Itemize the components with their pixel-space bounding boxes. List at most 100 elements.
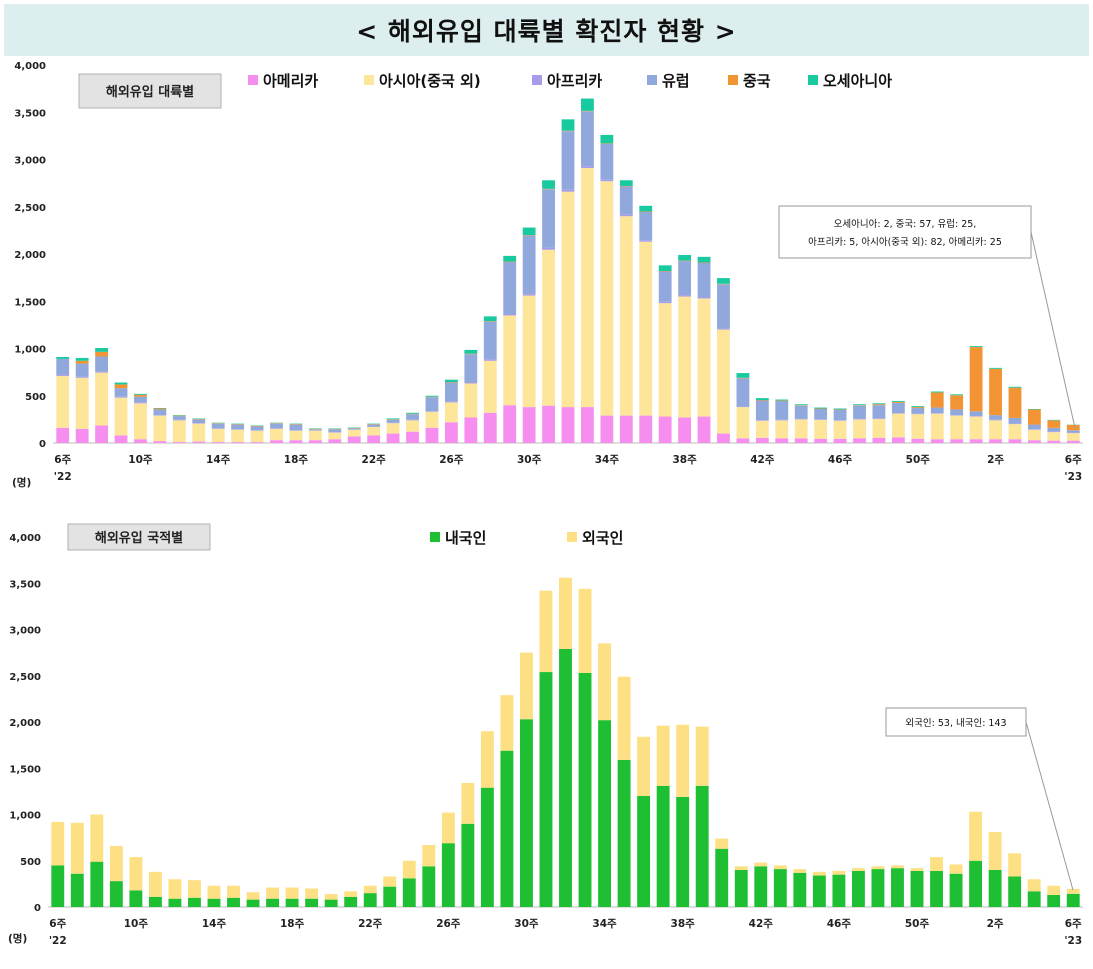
bar-segment-foreign bbox=[246, 892, 260, 900]
bar-segment-foreign bbox=[773, 865, 787, 870]
bar-segment-domestic bbox=[969, 860, 983, 907]
bar-segment-asia bbox=[172, 420, 186, 443]
bar-segment-asia bbox=[814, 419, 828, 439]
y-tick-label: 1,000 bbox=[9, 811, 41, 822]
bar-segment-asia bbox=[444, 402, 458, 423]
bar-segment-foreign bbox=[754, 862, 768, 867]
bar-segment-asia bbox=[75, 377, 89, 429]
bar-segment-europe bbox=[853, 405, 866, 419]
bar-segment-europe bbox=[1066, 430, 1080, 433]
bar-segment-foreign bbox=[305, 888, 319, 899]
bar-segment-china bbox=[930, 392, 944, 408]
bar-segment-americas bbox=[969, 439, 983, 443]
bar-segment-asia bbox=[619, 216, 633, 416]
bar-segment-domestic bbox=[51, 865, 65, 907]
x-tick-label: 6주 bbox=[54, 454, 71, 466]
bar-segment-foreign bbox=[910, 868, 924, 871]
bar-segment-americas bbox=[1008, 439, 1022, 443]
legend-label-china: 중국 bbox=[743, 72, 771, 90]
bar-segment-oceania bbox=[386, 418, 400, 420]
y-unit-label: (명) bbox=[12, 476, 31, 489]
bar-segment-asia bbox=[581, 168, 594, 408]
bar-segment-domestic bbox=[344, 896, 358, 907]
bar-segment-americas bbox=[289, 440, 303, 443]
x-tick-label: 14주 bbox=[202, 918, 227, 930]
bar-segment-foreign bbox=[422, 845, 436, 867]
bar-segment-domestic bbox=[90, 861, 104, 907]
bar-segment-oceania bbox=[639, 205, 653, 212]
y-tick-label: 3,000 bbox=[14, 156, 46, 167]
bar-segment-china bbox=[134, 394, 147, 397]
y-tick-label: 500 bbox=[20, 857, 41, 868]
bar-segment-europe bbox=[833, 409, 847, 421]
bar-segment-asia bbox=[95, 372, 108, 426]
bar-segment-oceania bbox=[658, 265, 672, 272]
bar-segment-asia bbox=[891, 413, 905, 438]
bar-segment-europe bbox=[717, 284, 730, 329]
bar-segment-europe bbox=[503, 262, 517, 315]
bar-segment-oceania bbox=[697, 256, 711, 263]
bar-segment-africa bbox=[658, 301, 672, 304]
bar-segment-oceania bbox=[95, 348, 108, 352]
bar-segment-americas bbox=[328, 439, 342, 443]
bar-segment-foreign bbox=[148, 871, 162, 897]
bar-segment-americas bbox=[775, 438, 789, 443]
bar-segment-americas bbox=[425, 427, 439, 443]
bar-segment-domestic bbox=[871, 869, 885, 907]
bar-segment-americas bbox=[1028, 440, 1041, 443]
x-tick-label: 10주 bbox=[128, 454, 153, 466]
x-tick-label: 22주 bbox=[358, 918, 383, 930]
annotation-leader bbox=[1030, 231, 1076, 429]
bar-segment-americas bbox=[444, 422, 458, 443]
bar-segment-domestic bbox=[363, 893, 377, 907]
page-title: < 해외유입 대륙별 확진자 현황 > bbox=[4, 4, 1089, 56]
bar-segment-foreign bbox=[1027, 879, 1041, 892]
bar-segment-asia bbox=[794, 419, 808, 439]
bar-segment-europe bbox=[464, 354, 478, 383]
bar-segment-africa bbox=[561, 189, 575, 192]
bar-segment-asia bbox=[989, 420, 1002, 440]
bar-segment-oceania bbox=[561, 119, 575, 131]
bar-segment-domestic bbox=[461, 823, 475, 907]
x-tick-label: 22주 bbox=[362, 454, 387, 466]
chart-tag: 해외유입 대륙별 bbox=[106, 84, 194, 100]
bar-segment-americas bbox=[56, 427, 70, 443]
bar-segment-europe bbox=[542, 189, 555, 248]
bar-segment-americas bbox=[386, 433, 400, 443]
bar-segment-europe bbox=[794, 405, 808, 419]
bar-segment-foreign bbox=[598, 643, 612, 721]
bar-segment-domestic bbox=[422, 866, 436, 907]
legend-label-domestic: 내국인 bbox=[445, 529, 486, 547]
bar-segment-americas bbox=[600, 415, 614, 443]
x-tick-label: 42주 bbox=[749, 918, 774, 930]
bar-segment-foreign bbox=[168, 879, 182, 899]
bar-segment-asia bbox=[678, 296, 692, 418]
bar-segment-americas bbox=[367, 435, 381, 443]
bar-segment-americas bbox=[1047, 440, 1061, 443]
bar-segment-oceania bbox=[794, 404, 808, 406]
bar-segment-domestic bbox=[188, 897, 201, 907]
bar-segment-foreign bbox=[656, 725, 670, 786]
x-tick-label: 6주 bbox=[1065, 454, 1082, 466]
bar-segment-domestic bbox=[246, 899, 260, 907]
bar-segment-africa bbox=[483, 359, 497, 361]
bar-segment-domestic bbox=[266, 898, 280, 907]
bar-segment-domestic bbox=[734, 870, 748, 907]
x-tick-label: 26주 bbox=[439, 454, 464, 466]
bar-segment-domestic bbox=[129, 890, 143, 907]
x-tick-label: 30주 bbox=[514, 918, 539, 930]
legend-swatch-europe bbox=[647, 75, 657, 85]
bar-segment-europe bbox=[367, 424, 381, 427]
bar-segment-europe bbox=[969, 411, 983, 417]
bar-segment-domestic bbox=[500, 750, 514, 907]
bar-segment-europe bbox=[114, 388, 128, 397]
bar-segment-foreign bbox=[988, 832, 1002, 870]
x-tick-label: 2주 bbox=[987, 918, 1004, 930]
bar-segment-domestic bbox=[1047, 894, 1061, 907]
annotation-line-1: 오세아니아: 2, 중국: 57, 유럽: 25, bbox=[834, 219, 977, 230]
bar-segment-asia bbox=[600, 181, 614, 416]
bar-segment-africa bbox=[542, 247, 555, 250]
bar-segment-domestic bbox=[109, 881, 123, 907]
bar-segment-china bbox=[969, 347, 983, 412]
bar-segment-asia bbox=[755, 420, 769, 438]
